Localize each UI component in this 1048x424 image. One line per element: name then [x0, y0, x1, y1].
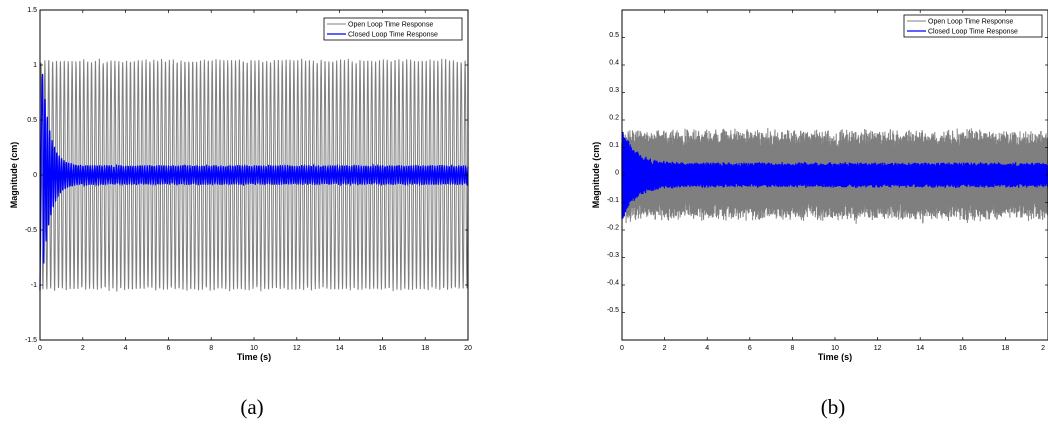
chart-b-y-tick: -0.2 [607, 225, 619, 232]
chart-a-y-tick: -1.5 [25, 337, 37, 344]
chart-a-x-tick: 0 [38, 345, 42, 352]
chart-a-x-tick: 6 [166, 345, 170, 352]
chart-b-x-tick: 2 [663, 345, 667, 352]
chart-a-caption: (a) [240, 395, 263, 419]
chart-b-legend-box [903, 14, 1043, 38]
chart-b-x-tick: 8 [790, 345, 794, 352]
chart-a-y-tick: 1.5 [27, 7, 37, 14]
chart-a: 0 2 4 6 8 10 12 14 16 18 20 -1.5 -1 -0.5… [9, 7, 472, 419]
chart-a-x-tick: 8 [209, 345, 213, 352]
chart-a-series-closed-loop [39, 73, 469, 291]
chart-a-y-tick: 1 [33, 62, 37, 69]
chart-b-y-tick: 0.1 [609, 142, 619, 149]
chart-b-legend-label-closed-loop: Closed Loop Time Response [928, 29, 1018, 36]
chart-b-x-tick: 14 [916, 345, 924, 352]
chart-a-tick-marks [39, 9, 469, 341]
chart-b-x-tick: 2 [1041, 345, 1045, 352]
chart-a-x-axis-label: Time (s) [237, 352, 271, 362]
chart-b-x-tick: 12 [874, 345, 882, 352]
chart-b-traces [621, 128, 1048, 224]
chart-a-x-tick: 20 [464, 345, 472, 352]
chart-b: 0 2 4 6 8 10 12 14 16 18 2 -0.5 -0.4 -0.… [591, 9, 1048, 419]
chart-b-x-tick: 4 [705, 345, 709, 352]
chart-a-legend-label-closed-loop: Closed Loop Time Response [348, 32, 438, 39]
chart-b-y-tick: 0.2 [609, 115, 619, 122]
chart-a-y-tick: -1 [31, 282, 37, 289]
chart-a-traces [39, 58, 469, 292]
chart-a-y-tick: -0.5 [25, 227, 37, 234]
chart-a-legend: Open Loop Time Response Closed Loop Time… [323, 17, 463, 41]
chart-a-x-tick: 12 [293, 345, 301, 352]
chart-b-x-tick: 0 [620, 345, 624, 352]
chart-b-legend: Open Loop Time Response Closed Loop Time… [903, 14, 1043, 38]
chart-b-x-axis-label: Time (s) [818, 352, 852, 362]
chart-b-y-tick: -0.4 [607, 280, 619, 287]
chart-b-x-tick: 6 [748, 345, 752, 352]
chart-b-x-tick: 16 [959, 345, 967, 352]
chart-b-legend-label-open-loop: Open Loop Time Response [928, 19, 1013, 26]
chart-b-series-closed-loop [621, 132, 1048, 220]
chart-b-x-tick: 18 [1002, 345, 1010, 352]
chart-b-caption: (b) [821, 395, 846, 419]
chart-b-y-tick: -0.5 [607, 307, 619, 314]
chart-b-y-tick: 0 [615, 170, 619, 177]
chart-b-y-tick: 0.3 [609, 87, 619, 94]
chart-a-y-tick: 0 [33, 172, 37, 179]
chart-b-y-tick: 0.4 [609, 60, 619, 67]
chart-b-y-tick: -0.3 [607, 252, 619, 259]
chart-a-x-tick: 4 [124, 345, 128, 352]
chart-b-x-tick: 10 [831, 345, 839, 352]
chart-a-x-tick: 16 [379, 345, 387, 352]
chart-a-x-tick: 10 [250, 345, 258, 352]
chart-a-legend-box [323, 17, 463, 41]
chart-a-y-axis-label: Magnitude (cm) [9, 142, 19, 209]
chart-a-x-tick: 18 [421, 345, 429, 352]
chart-a-x-tick: 2 [81, 345, 85, 352]
chart-b-y-tick: -0.1 [607, 197, 619, 204]
chart-a-y-tick: 0.5 [27, 117, 37, 124]
chart-a-legend-label-open-loop: Open Loop Time Response [348, 22, 433, 29]
chart-b-y-tick: 0.5 [609, 32, 619, 39]
chart-b-y-axis-label: Magnitude (cm) [591, 142, 601, 209]
chart-a-x-tick: 14 [336, 345, 344, 352]
